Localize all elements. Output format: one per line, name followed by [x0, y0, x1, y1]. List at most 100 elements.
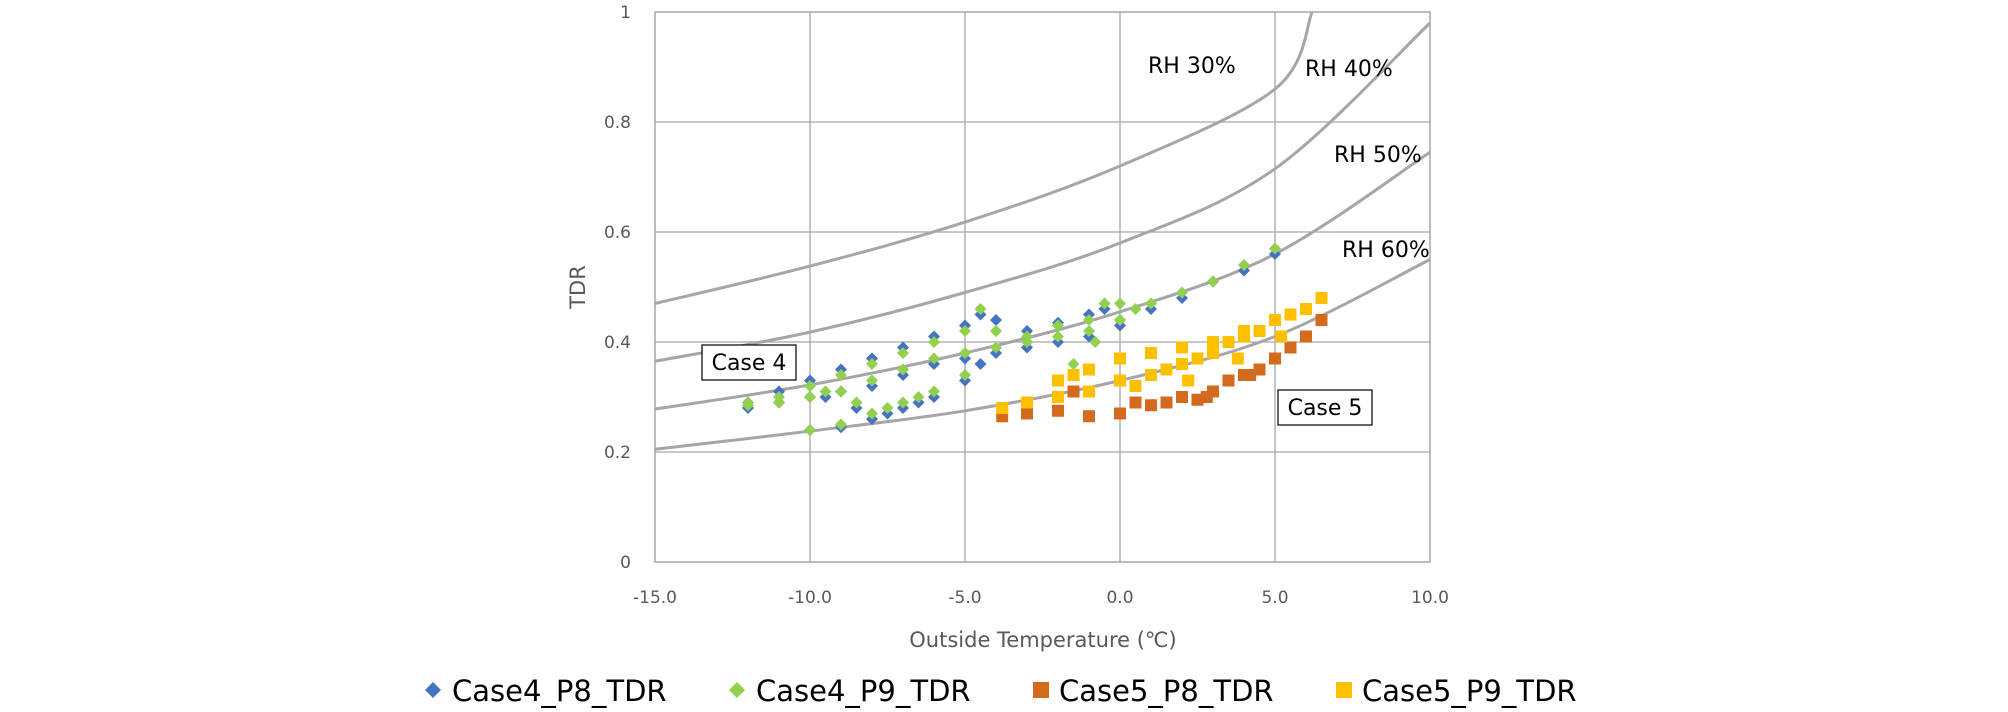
y-axis-title: TDR — [566, 265, 590, 310]
rh-30-label: RH 30% — [1148, 54, 1236, 79]
data-point-case4-p9-tdr — [835, 385, 847, 398]
y-tick-label: 0.8 — [604, 113, 631, 133]
data-point-case4-p9-tdr — [1083, 325, 1095, 337]
data-point-case4-p9-tdr — [804, 380, 816, 392]
x-tick-label: -15.0 — [633, 588, 677, 608]
data-point-case5-p8-tdr — [1284, 341, 1297, 354]
data-point-case5-p9-tdr — [1145, 369, 1157, 381]
data-point-case5-p9-tdr — [1253, 325, 1266, 337]
case4-label-box — [701, 344, 797, 381]
data-point-case5-p9-tdr — [1145, 347, 1157, 359]
legend: Case4_P8_TDR Case4_P9_TDR Case5_P8_TDR C… — [425, 674, 1577, 708]
y-tick-label: 1 — [620, 3, 631, 23]
data-point-case4-p9-tdr — [897, 347, 909, 359]
data-point-case5-p8-tdr — [1253, 363, 1266, 376]
data-point-case4-p9-tdr — [866, 374, 878, 387]
data-point-case5-p8-tdr — [1160, 396, 1173, 409]
data-point-case5-p9-tdr — [1231, 352, 1244, 365]
data-point-case5-p9-tdr — [1052, 374, 1064, 387]
gridlines — [655, 12, 1430, 562]
x-tick-labels: -15.0 -10.0 -5.0 0.0 5.0 10.0 — [633, 588, 1449, 608]
data-point-case4-p9-tdr — [1021, 336, 1033, 348]
data-point-case5-p8-tdr — [1145, 399, 1157, 412]
data-point-case5-p8-tdr — [1269, 352, 1281, 365]
data-point-case5-p9-tdr — [1067, 369, 1080, 381]
data-point-case4-p8-tdr — [974, 358, 987, 370]
data-point-case4-p9-tdr — [1089, 336, 1102, 348]
data-point-case4-p9-tdr — [1052, 319, 1064, 332]
y-tick-labels: 0 0.2 0.4 0.6 0.8 1 — [604, 3, 631, 573]
x-tick-label: 10.0 — [1411, 588, 1449, 608]
data-point-case4-p9-tdr — [1207, 275, 1219, 288]
data-point-case4-p9-tdr — [1052, 330, 1064, 343]
data-point-case4-p9-tdr — [990, 325, 1002, 337]
data-point-case5-p9-tdr — [1114, 352, 1126, 365]
rh-curve-1 — [654, 11, 1314, 305]
rh-60-label: RH 60% — [1342, 238, 1430, 263]
legend-label-case4-p9: Case4_P9_TDR — [756, 674, 971, 708]
data-point-case4-p9-tdr — [773, 396, 785, 409]
data-point-case5-p9-tdr — [1160, 363, 1173, 376]
data-point-case5-p9-tdr — [1222, 336, 1235, 348]
rh-curves — [654, 11, 1432, 451]
legend-marker-case4-p9 — [729, 682, 745, 698]
x-tick-label: -5.0 — [948, 588, 981, 608]
rh-50-label: RH 50% — [1334, 143, 1422, 168]
data-point-case4-p9-tdr — [928, 352, 940, 365]
data-point-case4-p9-tdr — [959, 347, 971, 359]
data-point-case4-p9-tdr — [959, 325, 971, 337]
rh-curve-2 — [654, 21, 1432, 363]
data-point-case5-p9-tdr — [1275, 330, 1288, 343]
data-point-case4-p9-tdr — [835, 418, 847, 431]
plot-area — [655, 12, 1430, 562]
data-point-case4-p9-tdr — [928, 385, 940, 398]
data-point-case4-p9-tdr — [959, 369, 971, 381]
y-tick-label: 0.2 — [604, 443, 631, 463]
data-point-case5-p8-tdr — [1191, 393, 1204, 406]
legend-marker-case4-p8 — [425, 682, 441, 698]
case5-label: Case 5 — [1288, 396, 1363, 421]
data-point-case5-p8-tdr — [1315, 314, 1328, 326]
plot-border — [654, 11, 1431, 563]
data-point-case5-p9-tdr — [1315, 292, 1328, 304]
x-tick-label: 5.0 — [1261, 588, 1288, 608]
case5-label-box — [1277, 389, 1373, 426]
data-point-case5-p8-tdr — [1083, 410, 1095, 423]
data-point-case4-p9-tdr — [928, 336, 940, 348]
data-point-case5-p9-tdr — [1083, 363, 1095, 376]
data-points — [742, 242, 1328, 436]
data-point-case5-p9-tdr — [1207, 347, 1219, 359]
data-point-case5-p9-tdr — [1021, 396, 1033, 409]
x-tick-label: -10.0 — [788, 588, 832, 608]
data-point-case5-p8-tdr — [1067, 385, 1080, 398]
data-point-case5-p8-tdr — [1222, 374, 1235, 387]
data-point-case4-p9-tdr — [835, 369, 847, 381]
data-point-case4-p8-tdr — [990, 314, 1002, 326]
data-point-case5-p9-tdr — [1083, 385, 1095, 398]
data-point-case5-p8-tdr — [1021, 407, 1033, 420]
data-point-case5-p9-tdr — [1176, 358, 1188, 370]
legend-label-case5-p9: Case5_P9_TDR — [1362, 674, 1577, 708]
data-point-case4-p9-tdr — [990, 341, 1002, 354]
data-point-case4-p9-tdr — [819, 385, 832, 398]
data-point-case5-p9-tdr — [1300, 303, 1312, 315]
data-point-case4-p9-tdr — [1129, 303, 1142, 315]
legend-label-case5-p8: Case5_P8_TDR — [1059, 674, 1274, 708]
data-point-case5-p9-tdr — [996, 402, 1009, 414]
data-point-case4-p9-tdr — [1145, 297, 1157, 310]
data-point-case5-p9-tdr — [1176, 341, 1188, 354]
data-point-case4-p9-tdr — [897, 363, 909, 376]
data-point-case4-p9-tdr — [850, 396, 863, 409]
data-point-case4-p9-tdr — [897, 396, 909, 409]
data-point-case4-p9-tdr — [1176, 286, 1188, 299]
y-tick-label: 0 — [620, 553, 631, 573]
legend-marker-case5-p9 — [1336, 682, 1352, 698]
data-point-case5-p9-tdr — [1114, 374, 1126, 387]
x-axis-title: Outside Temperature (℃) — [909, 628, 1176, 652]
data-point-case4-p9-tdr — [866, 407, 878, 420]
x-tick-label: 0.0 — [1106, 588, 1133, 608]
rh-curve-4 — [654, 258, 1431, 451]
data-point-case4-p9-tdr — [974, 303, 987, 315]
y-tick-label: 0.6 — [604, 223, 631, 243]
